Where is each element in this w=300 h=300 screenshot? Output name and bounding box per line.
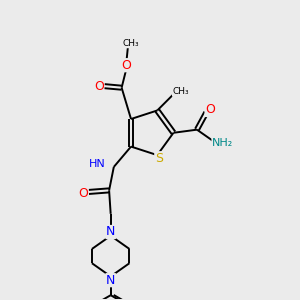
Text: O: O xyxy=(94,80,104,93)
Text: N: N xyxy=(106,226,116,238)
Text: N: N xyxy=(106,274,116,287)
Text: CH₃: CH₃ xyxy=(172,87,189,96)
Text: O: O xyxy=(78,187,88,200)
Text: S: S xyxy=(155,152,163,165)
Text: CH₃: CH₃ xyxy=(123,39,139,48)
Text: O: O xyxy=(122,59,131,72)
Text: HN: HN xyxy=(89,159,106,170)
Text: NH₂: NH₂ xyxy=(212,138,233,148)
Text: O: O xyxy=(205,103,215,116)
